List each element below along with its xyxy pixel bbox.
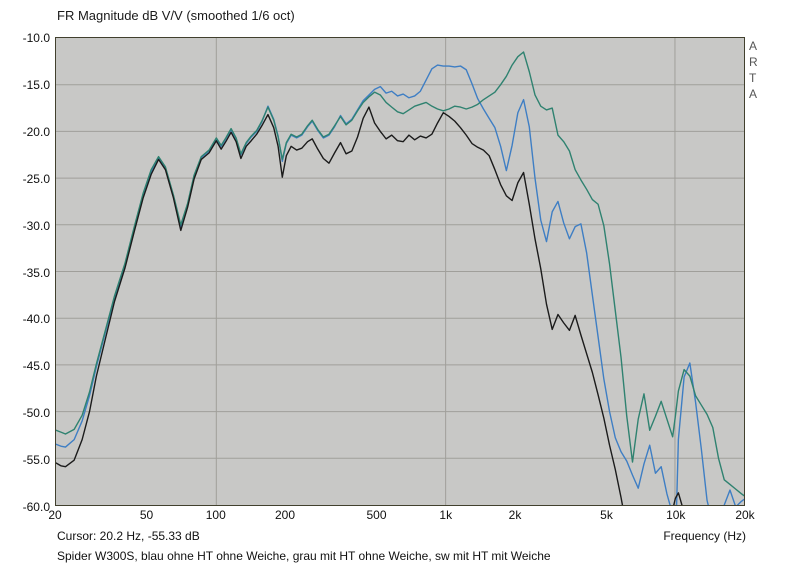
fr-curve-1 bbox=[56, 51, 744, 497]
y-axis-tick: -15.0 bbox=[22, 77, 50, 92]
x-axis-tick: 1k bbox=[439, 508, 453, 522]
y-axis-tick: -50.0 bbox=[22, 406, 50, 421]
x-axis-tick: 10k bbox=[666, 508, 686, 522]
y-axis-tick: -30.0 bbox=[22, 218, 50, 233]
fr-curve-0 bbox=[56, 64, 744, 505]
plot-area[interactable] bbox=[55, 37, 745, 506]
fr-curve-2 bbox=[56, 106, 683, 505]
y-axis-tick: -35.0 bbox=[22, 265, 50, 280]
measurement-description: Spider W300S, blau ohne HT ohne Weiche, … bbox=[57, 549, 551, 563]
frequency-axis-label: Frequency (Hz) bbox=[663, 529, 746, 543]
x-axis-tick: 2k bbox=[508, 508, 522, 522]
cursor-readout: Cursor: 20.2 Hz, -55.33 dB bbox=[57, 529, 200, 543]
x-axis-tick: 200 bbox=[274, 508, 296, 522]
y-axis-tick: -60.0 bbox=[22, 500, 50, 514]
x-axis-tick: 50 bbox=[139, 508, 154, 522]
x-axis-tick: 20 bbox=[48, 508, 62, 522]
x-axis-tick: 100 bbox=[205, 508, 226, 522]
arta-watermark: ARTA bbox=[749, 39, 758, 101]
chart-title: FR Magnitude dB V/V (smoothed 1/6 oct) bbox=[57, 8, 295, 23]
y-axis-tick: -40.0 bbox=[22, 312, 50, 327]
x-axis-tick: 5k bbox=[600, 508, 613, 522]
x-axis-tick: 500 bbox=[366, 508, 387, 522]
y-axis-tick: -10.0 bbox=[22, 31, 50, 45]
y-axis-tick: -45.0 bbox=[22, 359, 50, 374]
fr-magnitude-chart bbox=[56, 38, 744, 505]
x-axis-tick: 20k bbox=[735, 508, 755, 522]
y-axis-tick: -20.0 bbox=[22, 124, 50, 139]
y-axis-tick: -25.0 bbox=[22, 171, 50, 186]
y-axis-tick: -55.0 bbox=[22, 453, 50, 468]
